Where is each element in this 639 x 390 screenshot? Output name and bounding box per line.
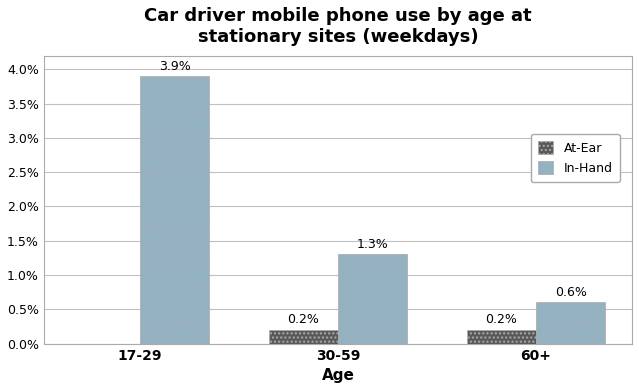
- Title: Car driver mobile phone use by age at
stationary sites (weekdays): Car driver mobile phone use by age at st…: [144, 7, 532, 46]
- Text: 3.9%: 3.9%: [158, 60, 190, 73]
- Text: 0.6%: 0.6%: [555, 286, 587, 299]
- Bar: [268, 330, 338, 344]
- Bar: [536, 303, 605, 344]
- Text: 0.2%: 0.2%: [288, 314, 320, 326]
- Legend: At-Ear, In-Hand: At-Ear, In-Hand: [531, 134, 620, 183]
- Bar: [338, 255, 407, 344]
- X-axis label: Age: Age: [321, 368, 355, 383]
- Text: 0.2%: 0.2%: [486, 314, 518, 326]
- Bar: [140, 76, 209, 344]
- Text: 1.3%: 1.3%: [357, 238, 389, 251]
- Bar: [466, 330, 536, 344]
